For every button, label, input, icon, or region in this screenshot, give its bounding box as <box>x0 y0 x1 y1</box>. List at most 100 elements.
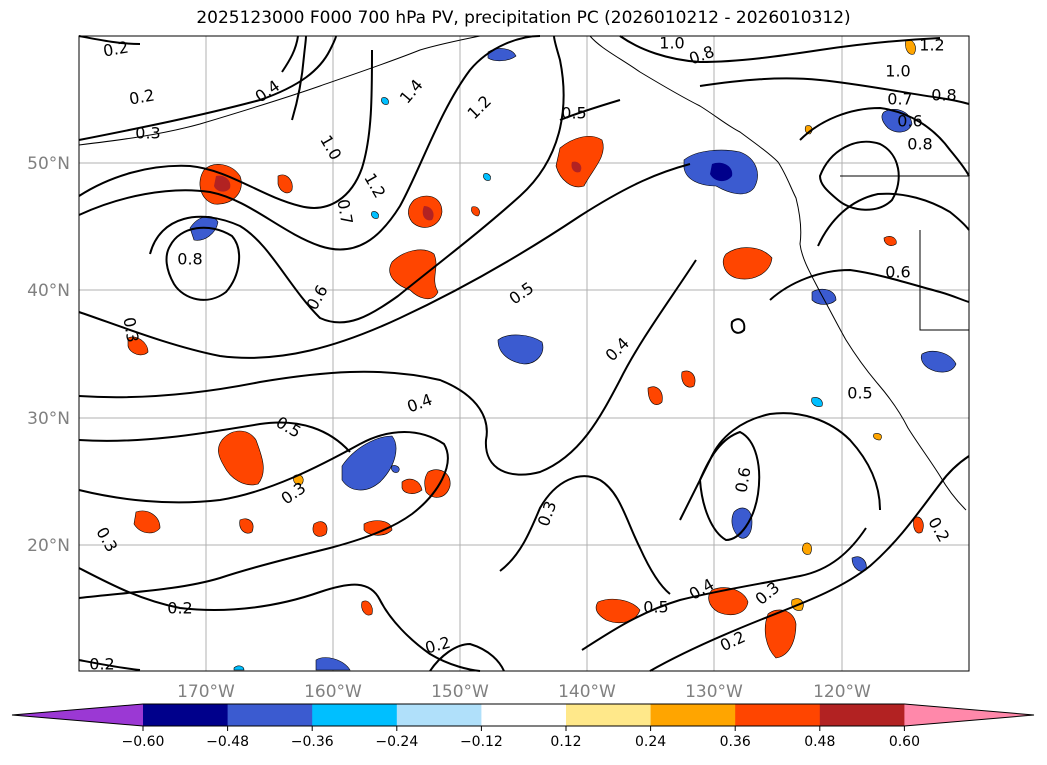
lat-label-50n: 50°N <box>27 154 70 174</box>
pv-contour <box>817 192 970 247</box>
precip-blob <box>731 507 753 539</box>
pv-contour <box>429 642 505 672</box>
precip-blob <box>233 665 245 671</box>
colorbar-segment <box>735 704 821 726</box>
contour-label: 0.6 <box>885 263 910 282</box>
precip-blob <box>315 657 351 671</box>
colorbar-tick-label: −0.48 <box>206 734 249 750</box>
colorbar-tick-label: −0.24 <box>375 734 418 750</box>
contour-label: 0.2 <box>102 37 130 60</box>
contour-label: 0.3 <box>119 316 142 344</box>
colorbar-segment <box>143 704 229 726</box>
precip-blob <box>389 249 439 300</box>
precip-negative-shading <box>189 48 957 671</box>
lat-label-20n: 20°N <box>27 536 70 556</box>
colorbar-segment <box>481 704 567 726</box>
pv-contour <box>78 431 449 599</box>
lat-label-40n: 40°N <box>27 281 70 301</box>
lon-label-120w: 120°W <box>813 682 871 702</box>
precip-blob <box>391 465 400 473</box>
contour-label: 0.6 <box>731 466 754 494</box>
pv-contour <box>581 527 867 651</box>
contour-label: 0.8 <box>931 86 956 105</box>
precip-blob <box>483 173 491 181</box>
precip-blob <box>277 174 293 194</box>
contour-label: 1.2 <box>919 36 944 55</box>
colorbar: −0.60 −0.48 −0.36 −0.24 −0.12 0.12 0.24 0.36 0.4… <box>11 703 1035 750</box>
precip-blob <box>218 430 264 486</box>
precip-blob <box>905 39 916 55</box>
contour-label: 0.5 <box>643 598 668 617</box>
precip-blob <box>341 435 397 491</box>
precip-blob <box>471 206 480 217</box>
pv-contour <box>78 659 141 671</box>
colorbar-extend-max <box>904 704 1034 726</box>
contour-label: 0.3 <box>135 124 160 143</box>
pv-contour <box>619 35 941 64</box>
precip-blob <box>239 518 254 534</box>
colorbar-segment <box>650 704 736 726</box>
precip-blob <box>811 288 837 305</box>
colorbar-tick-label: 0.60 <box>889 734 920 750</box>
precip-blob <box>381 97 389 105</box>
lon-label-130w: 130°W <box>685 682 743 702</box>
precip-blob <box>312 521 328 537</box>
pv-contour <box>78 163 691 359</box>
pv-contour <box>799 106 970 177</box>
precip-blob <box>133 510 161 534</box>
pv-contour <box>730 318 746 334</box>
map-title: 2025123000 F000 700 hPa PV, precipitatio… <box>196 8 851 28</box>
precip-blob <box>883 236 897 246</box>
precip-blob <box>913 516 924 534</box>
precip-blob <box>487 48 517 62</box>
precip-blob <box>371 211 379 219</box>
colorbar-segment <box>396 704 482 726</box>
colorbar-tick-label: −0.12 <box>460 734 503 750</box>
colorbar-tick-label: 0.48 <box>804 734 835 750</box>
precip-blob <box>723 247 773 280</box>
longitude-labels: 170°W 160°W 150°W 140°W 130°W 120°W <box>177 682 871 702</box>
latitude-labels: 50°N 40°N 30°N 20°N <box>27 154 70 556</box>
precip-blob <box>361 600 373 616</box>
lon-label-170w: 170°W <box>177 682 235 702</box>
pv-contour <box>78 259 697 476</box>
colorbar-tick-label: 0.12 <box>550 734 581 750</box>
precip-blob <box>401 478 423 494</box>
colorbar-tick-label: −0.36 <box>291 734 334 750</box>
coastlines <box>78 35 969 511</box>
contour-label: 0.7 <box>887 90 912 109</box>
precip-blob <box>555 136 604 188</box>
colorbar-segment <box>312 704 398 726</box>
precip-blob <box>920 351 957 373</box>
precip-blob <box>873 433 882 441</box>
pv-contour <box>78 567 481 672</box>
precip-blob <box>802 542 812 555</box>
lon-label-150w: 150°W <box>431 682 489 702</box>
pv-contour <box>679 412 881 521</box>
pv-contour <box>78 35 541 251</box>
precip-blob <box>497 334 544 365</box>
pv-contour <box>165 226 241 301</box>
pv-contour <box>281 35 299 73</box>
pv-contour <box>149 35 565 324</box>
colorbar-tick-label: 0.36 <box>720 734 751 750</box>
precip-blob <box>127 336 149 356</box>
contour-label: 0.6 <box>897 112 922 131</box>
map-frame <box>78 35 970 672</box>
precip-blob <box>424 469 451 498</box>
coastline-aleutians <box>78 35 481 146</box>
pv-contour <box>769 268 970 303</box>
colorbar-tick-label: −0.60 <box>122 734 165 750</box>
pv-contour <box>698 430 761 542</box>
pv-contour <box>649 455 970 672</box>
pv-contour <box>78 35 141 45</box>
pv-contour <box>699 77 970 105</box>
contour-label: 1.0 <box>885 62 910 81</box>
pv-contour <box>78 35 337 141</box>
precip-blob <box>363 520 393 536</box>
lon-label-140w: 140°W <box>558 682 616 702</box>
contour-label: 0.5 <box>847 384 872 403</box>
pv-contour <box>499 475 671 595</box>
contour-label: 0.5 <box>561 104 586 123</box>
